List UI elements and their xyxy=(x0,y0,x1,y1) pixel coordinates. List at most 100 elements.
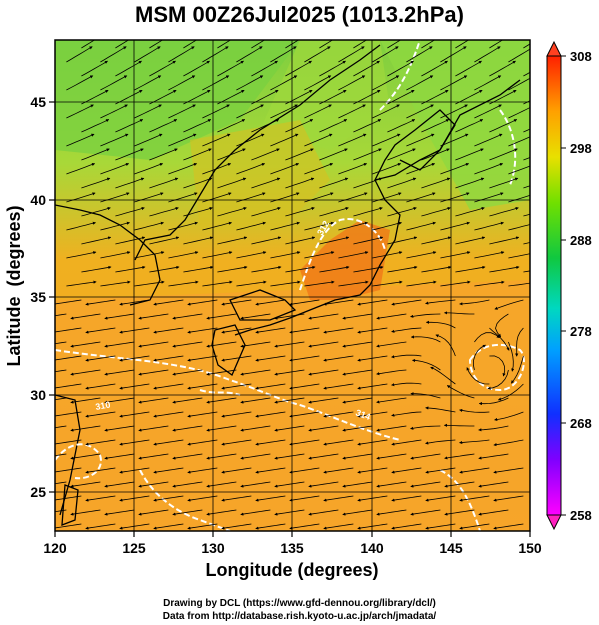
streamline xyxy=(202,192,232,203)
streamline xyxy=(342,509,373,516)
streamline xyxy=(270,221,301,231)
colorbar-min-arrow xyxy=(546,514,562,531)
streamline xyxy=(285,207,315,217)
streamline xyxy=(270,280,301,287)
streamline xyxy=(168,75,196,91)
streamline xyxy=(459,523,490,530)
streamline xyxy=(319,148,348,161)
streamline xyxy=(304,104,332,119)
streamline xyxy=(387,177,417,189)
streamline xyxy=(342,313,373,320)
streamline xyxy=(172,425,203,432)
streamline xyxy=(376,481,407,488)
streamline xyxy=(251,60,278,77)
streamlines xyxy=(55,40,530,530)
streamline xyxy=(100,46,127,63)
streamline xyxy=(342,369,373,376)
streamline xyxy=(391,382,422,387)
streamline xyxy=(342,397,373,404)
streamline xyxy=(455,236,486,245)
streamline xyxy=(153,383,184,390)
streamline xyxy=(289,299,320,306)
streamline xyxy=(304,46,331,63)
streamline xyxy=(55,453,67,457)
streamline xyxy=(251,265,282,273)
streamline xyxy=(100,192,130,203)
streamline xyxy=(338,192,368,203)
streamline xyxy=(251,207,281,217)
streamline xyxy=(274,481,305,488)
streamline xyxy=(183,177,213,189)
x-tick-label: 130 xyxy=(201,540,225,556)
streamline xyxy=(474,104,502,119)
streamline xyxy=(119,439,150,446)
streamline xyxy=(153,467,184,474)
streamline xyxy=(455,148,484,161)
streamline xyxy=(221,439,252,446)
streamline xyxy=(342,341,373,348)
streamline xyxy=(523,185,530,189)
streamline xyxy=(489,148,518,161)
streamline xyxy=(236,280,267,287)
streamline xyxy=(149,148,178,161)
map-title: MSM 00Z26Jul2025 (1013.2hPa) xyxy=(135,2,464,27)
streamline xyxy=(217,119,246,133)
streamline xyxy=(104,425,135,432)
streamline xyxy=(81,265,112,273)
streamline xyxy=(66,104,94,119)
streamline xyxy=(338,46,365,63)
colorbar-tick-label: 298 xyxy=(570,141,592,156)
streamline xyxy=(391,523,422,530)
streamline xyxy=(270,133,299,147)
streamline xyxy=(236,104,264,119)
streamline xyxy=(459,467,490,474)
streamline xyxy=(240,425,271,432)
streamline xyxy=(421,207,451,217)
streamline xyxy=(342,481,373,488)
streamline xyxy=(323,355,354,362)
streamline xyxy=(134,104,162,119)
streamline xyxy=(508,136,530,147)
isotherm-contours xyxy=(55,40,525,531)
streamline xyxy=(466,367,490,385)
streamline xyxy=(240,397,271,404)
streamline xyxy=(274,397,305,404)
streamline xyxy=(81,207,111,217)
streamline xyxy=(357,439,388,446)
streamline xyxy=(217,177,247,189)
streamline xyxy=(308,509,339,516)
streamline xyxy=(183,148,212,161)
colorbar-max-arrow xyxy=(546,40,562,57)
streamline xyxy=(274,509,305,516)
streamline xyxy=(119,299,150,306)
streamline xyxy=(289,383,320,390)
streamline xyxy=(323,439,354,446)
streamline xyxy=(153,439,184,446)
streamline xyxy=(168,104,196,119)
streamline xyxy=(104,481,135,488)
colorbar-tick-label: 258 xyxy=(570,508,592,523)
streamline xyxy=(149,236,180,245)
streamline xyxy=(308,481,339,488)
streamline xyxy=(323,383,354,390)
streamline xyxy=(55,299,82,305)
streamline xyxy=(270,104,298,119)
streamline xyxy=(474,280,505,287)
streamline xyxy=(255,411,286,418)
streamline xyxy=(338,251,369,259)
streamline xyxy=(115,236,146,245)
streamline xyxy=(493,495,524,502)
streamline xyxy=(285,177,315,189)
streamline xyxy=(285,60,312,77)
streamline xyxy=(81,177,111,189)
streamline xyxy=(168,280,199,287)
streamline xyxy=(289,467,320,474)
streamline xyxy=(206,425,237,432)
streamline xyxy=(285,265,316,273)
streamline xyxy=(444,453,475,460)
streamline xyxy=(119,383,150,390)
streamline xyxy=(319,265,350,273)
streamline xyxy=(172,481,203,488)
streamline xyxy=(115,265,146,273)
